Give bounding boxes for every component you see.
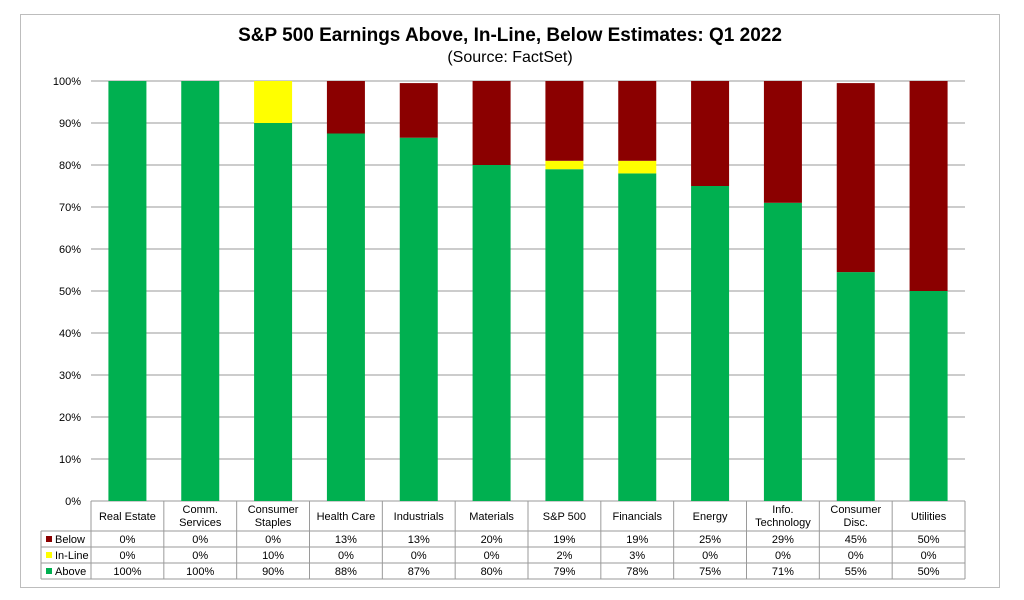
bar-above [545, 169, 584, 501]
data-label: 100% [113, 566, 141, 578]
bar-below [691, 81, 730, 186]
x-tick-label: Financials [612, 511, 662, 523]
data-label: 3% [629, 550, 645, 562]
y-tick-label: 40% [59, 328, 81, 340]
x-tick-label: Comm. [183, 504, 218, 516]
data-label: 0% [192, 550, 208, 562]
data-label: 0% [484, 550, 500, 562]
x-tick-label: Disc. [844, 517, 868, 529]
y-tick-label: 60% [59, 244, 81, 256]
bar-above [472, 165, 511, 501]
chart-title: S&P 500 Earnings Above, In-Line, Below E… [238, 25, 782, 46]
x-tick-label: Health Care [317, 511, 376, 523]
bar-below [326, 81, 365, 134]
legend-label: Above [55, 566, 86, 578]
y-tick-label: 50% [59, 286, 81, 298]
bar-inline [618, 160, 657, 174]
data-label: 0% [338, 550, 354, 562]
bar-above [108, 81, 147, 501]
bar-below [472, 81, 511, 165]
data-label: 2% [556, 550, 572, 562]
y-tick-label: 20% [59, 412, 81, 424]
bar-above [618, 173, 657, 501]
bar-below [836, 83, 875, 273]
data-label: 0% [921, 550, 937, 562]
bar-inline [545, 160, 584, 170]
data-label: 0% [411, 550, 427, 562]
bar-above [181, 81, 220, 501]
data-label: 90% [262, 566, 284, 578]
y-tick-label: 90% [59, 118, 81, 130]
bar-below [763, 81, 802, 203]
bar-above [691, 186, 730, 501]
x-tick-label: S&P 500 [543, 511, 586, 523]
y-tick-label: 100% [53, 76, 81, 88]
data-label: 19% [553, 534, 575, 546]
x-tick-label: Materials [469, 511, 514, 523]
y-tick-label: 70% [59, 202, 81, 214]
x-tick-label: Consumer [248, 504, 299, 516]
data-label: 79% [553, 566, 575, 578]
x-tick-label: Real Estate [99, 511, 156, 523]
legend-swatch [46, 536, 52, 542]
bar-above [399, 137, 438, 501]
data-label: 19% [626, 534, 648, 546]
data-label: 80% [481, 566, 503, 578]
bar-above [763, 202, 802, 502]
data-label: 75% [699, 566, 721, 578]
data-label: 0% [119, 534, 135, 546]
data-label: 0% [702, 550, 718, 562]
x-tick-label: Industrials [394, 511, 445, 523]
data-label: 55% [845, 566, 867, 578]
data-label: 100% [186, 566, 214, 578]
data-label: 0% [192, 534, 208, 546]
chart-subtitle: (Source: FactSet) [447, 49, 573, 66]
x-tick-label: Consumer [830, 504, 881, 516]
data-label: 29% [772, 534, 794, 546]
data-label: 13% [335, 534, 357, 546]
y-tick-label: 0% [65, 496, 81, 508]
data-label: 10% [262, 550, 284, 562]
data-label: 71% [772, 566, 794, 578]
data-label: 88% [335, 566, 357, 578]
x-tick-label: Staples [255, 517, 292, 529]
chart-frame: S&P 500 Earnings Above, In-Line, Below E… [20, 14, 1000, 588]
x-tick-label: Info. [772, 504, 793, 516]
stacked-bar-chart: 0% 10% 20% 30% 40% 50% 60% 70% 80% 90% 100% Real Es… [40, 76, 966, 580]
legend-swatch [46, 568, 52, 574]
data-label: 78% [626, 566, 648, 578]
bar-below [545, 81, 584, 161]
bar-below [909, 81, 948, 291]
bar-above [254, 123, 293, 501]
data-label: 20% [481, 534, 503, 546]
data-label: 45% [845, 534, 867, 546]
data-label: 25% [699, 534, 721, 546]
legend-label: Below [55, 534, 85, 546]
data-label: 0% [265, 534, 281, 546]
bar-below [618, 81, 657, 161]
data-label: 0% [775, 550, 791, 562]
y-tick-label: 30% [59, 370, 81, 382]
bar-above [909, 291, 948, 501]
data-label: 87% [408, 566, 430, 578]
data-label: 50% [918, 566, 940, 578]
bar-above [836, 272, 875, 501]
legend-label: In-Line [55, 550, 89, 562]
x-tick-label: Services [179, 517, 222, 529]
bar-inline [254, 81, 293, 123]
data-label: 50% [918, 534, 940, 546]
y-tick-label: 10% [59, 454, 81, 466]
bar-above [326, 133, 365, 501]
y-tick-label: 80% [59, 160, 81, 172]
x-tick-label: Technology [755, 517, 811, 529]
data-label: 0% [848, 550, 864, 562]
x-tick-label: Utilities [911, 511, 947, 523]
data-label: 0% [119, 550, 135, 562]
legend-swatch [46, 552, 52, 558]
x-tick-label: Energy [693, 511, 728, 523]
data-label: 13% [408, 534, 430, 546]
bar-below [399, 83, 438, 138]
